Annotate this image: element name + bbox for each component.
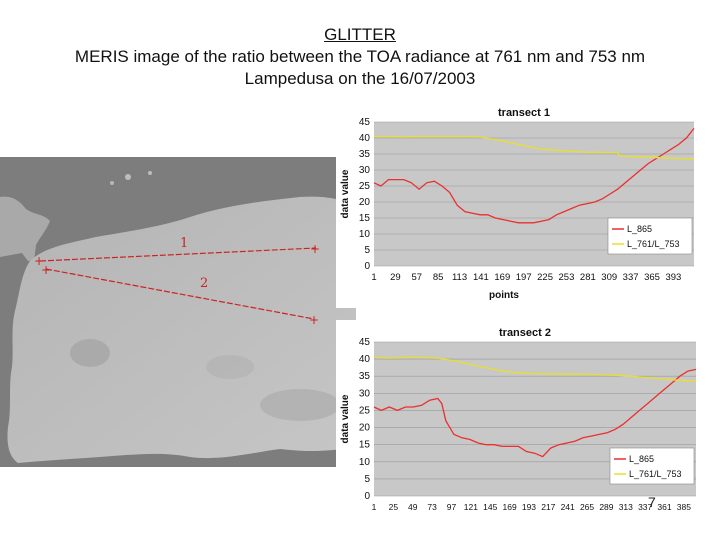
x-tick-label: 309	[601, 272, 617, 283]
x-tick-label: 217	[541, 502, 555, 512]
transect-1-end-marker: +	[310, 242, 320, 256]
y-axis-label: data value	[340, 169, 351, 218]
y-tick-label: 20	[359, 423, 371, 434]
title-description: MERIS image of the ratio between the TOA…	[74, 47, 646, 66]
coast-upper-left	[0, 196, 50, 261]
x-tick-label: 1	[372, 502, 377, 512]
y-tick-label: 10	[359, 457, 371, 468]
inner-patch	[260, 389, 340, 421]
x-tick-label: 97	[447, 502, 457, 512]
x-tick-label: 85	[433, 272, 444, 283]
x-tick-label: 393	[665, 272, 681, 283]
x-tick-label: 73	[427, 502, 437, 512]
y-tick-label: 25	[359, 405, 371, 416]
y-tick-label: 35	[359, 371, 371, 382]
y-tick-label: 0	[364, 261, 370, 272]
legend-box	[607, 217, 693, 255]
x-tick-label: 385	[677, 502, 691, 512]
inner-patch	[206, 355, 254, 379]
y-axis-label: data value	[340, 394, 351, 443]
x-tick-label: 169	[502, 502, 516, 512]
x-tick-label: 121	[464, 502, 478, 512]
x-tick-label: 49	[408, 502, 418, 512]
y-tick-label: 35	[359, 149, 371, 160]
slide-title: GLITTER MERIS image of the ratio between…	[0, 24, 720, 90]
x-tick-label: 193	[522, 502, 536, 512]
y-tick-label: 5	[364, 245, 370, 256]
x-tick-label: 365	[644, 272, 660, 283]
y-tick-label: 5	[364, 474, 370, 485]
transect-2-end-marker: +	[309, 313, 319, 327]
y-tick-label: 25	[359, 181, 371, 192]
y-tick-label: 30	[359, 165, 371, 176]
y-tick-label: 20	[359, 197, 371, 208]
transect-2-label: 2	[200, 276, 208, 291]
islet	[148, 171, 152, 175]
islet	[110, 181, 114, 185]
islet	[125, 174, 131, 180]
legend-entry: L_865	[629, 454, 654, 464]
x-tick-label: 265	[580, 502, 594, 512]
x-tick-label: 25	[389, 502, 399, 512]
x-tick-label: 1	[371, 272, 376, 283]
x-tick-label: 281	[580, 272, 596, 283]
inner-patch	[70, 339, 110, 367]
meris-ratio-image: + + 1 + + 2	[0, 157, 356, 467]
x-tick-label: 225	[537, 272, 553, 283]
legend-entry: L_761/L_753	[627, 239, 680, 249]
series-line	[373, 127, 695, 224]
legend-entry: L_761/L_753	[629, 469, 682, 479]
x-tick-label: 113	[452, 272, 467, 283]
y-tick-label: 15	[359, 440, 371, 451]
transect-1-chart: transect 1 0 5 10 15 20 25 30 35 40 45 1 29 57 85 113 14…	[336, 100, 700, 308]
x-axis-label: points	[489, 290, 519, 301]
page-number: 7	[648, 494, 656, 510]
x-tick-label: 169	[494, 272, 510, 283]
x-tick-label: 241	[561, 502, 575, 512]
transect-2-chart: transect 2 0 5 10 15 20 25 30 35 40 45 1 25 49 73 97 121…	[336, 320, 700, 520]
x-tick-label: 253	[559, 272, 575, 283]
x-tick-label: 361	[657, 502, 671, 512]
x-tick-label: 145	[483, 502, 497, 512]
x-tick-label: 141	[473, 272, 489, 283]
series-line	[374, 135, 695, 160]
y-tick-label: 10	[359, 229, 371, 240]
y-tick-label: 45	[359, 337, 371, 348]
chart-title: transect 1	[498, 107, 550, 119]
transect-1-line	[39, 247, 317, 262]
x-tick-label: 337	[638, 502, 652, 512]
legend-entry: L_865	[627, 224, 652, 234]
y-tick-label: 45	[359, 117, 371, 128]
y-tick-label: 0	[364, 491, 370, 502]
title-glitter: GLITTER	[324, 25, 396, 44]
y-tick-label: 15	[359, 213, 371, 224]
transect-2-start-marker: +	[41, 263, 51, 277]
series-line	[373, 356, 697, 383]
y-tick-label: 40	[359, 354, 371, 365]
x-tick-label: 289	[599, 502, 613, 512]
series-line	[373, 368, 697, 458]
x-tick-label: 57	[411, 272, 422, 283]
x-tick-label: 337	[623, 272, 639, 283]
y-tick-label: 40	[359, 133, 371, 144]
chart-title: transect 2	[499, 327, 551, 339]
x-tick-label: 29	[390, 272, 401, 283]
transect-2-line	[45, 268, 315, 320]
transect-1-label: 1	[180, 236, 188, 251]
transect-1-start-marker: +	[34, 254, 44, 268]
legend-box	[609, 447, 695, 485]
x-tick-label: 313	[619, 502, 633, 512]
title-location-date: Lampedusa on the 16/07/2003	[244, 69, 476, 88]
x-tick-label: 197	[516, 272, 532, 283]
y-tick-label: 30	[359, 388, 371, 399]
